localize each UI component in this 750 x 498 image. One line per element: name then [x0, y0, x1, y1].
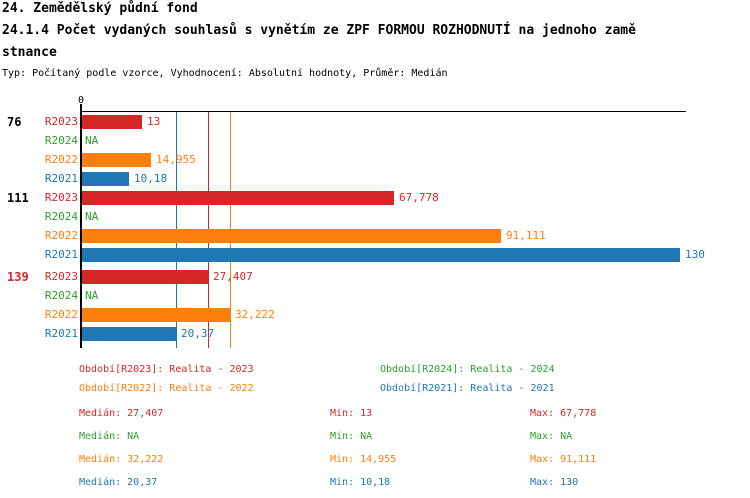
stat-min-r2023: Min: 13: [330, 408, 373, 419]
bar-value-label-r2024: NA: [85, 134, 99, 147]
legend-item-r2022: Období[R2022]: Realita - 2022: [79, 383, 254, 394]
bar-value-label-r2024: NA: [85, 210, 99, 223]
group-label-139: 139: [7, 270, 29, 284]
bar-r2022: [82, 229, 501, 243]
bar-r2023: [82, 270, 208, 284]
bar-row-label-r2023: R2023: [44, 115, 78, 128]
bar-row-label-r2021: R2021: [44, 248, 78, 261]
bar-row-label-r2024: R2024: [44, 210, 78, 223]
group-label-111: 111: [7, 191, 29, 205]
axis-zero-tick-label: 0: [77, 95, 85, 106]
bar-r2021: [82, 327, 176, 341]
bar-row-label-r2021: R2021: [44, 327, 78, 340]
bar-value-label-r2021: 10,18: [134, 172, 168, 185]
stat-median-r2023: Medián: 27,407: [79, 408, 164, 419]
report-subtitle: Typ: Počítaný podle vzorce, Vyhodnocení:…: [2, 68, 448, 79]
bar-r2023: [82, 191, 394, 205]
bar-value-label-r2023: 27,407: [213, 270, 253, 283]
legend-item-r2024: Období[R2024]: Realita - 2024: [380, 364, 555, 375]
bar-row-label-r2024: R2024: [44, 289, 78, 302]
bar-value-label-r2021: 20,37: [181, 327, 215, 340]
bar-r2022: [82, 153, 151, 167]
bar-value-label-r2022: 14,955: [156, 153, 196, 166]
report-title-line3: stnance: [2, 45, 57, 60]
bar-row-label-r2022: R2022: [44, 308, 78, 321]
report-title-line2: 24.1.4 Počet vydaných souhlasů s vynětím…: [2, 23, 636, 38]
stat-max-r2022: Max: 91,111: [530, 454, 597, 465]
bar-value-label-r2023: 13: [147, 115, 161, 128]
stat-min-r2024: Min: NA: [330, 431, 373, 442]
bar-row-label-r2022: R2022: [44, 229, 78, 242]
bar-row-label-r2023: R2023: [44, 270, 78, 283]
report-title-line1: 24. Zemědělský půdní fond: [2, 1, 198, 16]
bar-row-label-r2022: R2022: [44, 153, 78, 166]
bar-value-label-r2023: 67,778: [399, 191, 439, 204]
y-axis-line: [80, 104, 82, 348]
group-label-76: 76: [7, 115, 22, 129]
bar-r2022: [82, 308, 230, 322]
bar-value-label-r2021: 130: [685, 248, 705, 261]
x-axis-line: [80, 111, 686, 112]
stat-median-r2021: Medián: 20,37: [79, 477, 158, 488]
stat-median-r2024: Medián: NA: [79, 431, 140, 442]
bar-row-label-r2023: R2023: [44, 191, 78, 204]
legend-item-r2021: Období[R2021]: Realita - 2021: [380, 383, 555, 394]
bar-value-label-r2024: NA: [85, 289, 99, 302]
bar-row-label-r2024: R2024: [44, 134, 78, 147]
stat-min-r2021: Min: 10,18: [330, 477, 391, 488]
bar-r2023: [82, 115, 142, 129]
legend-item-r2023: Období[R2023]: Realita - 2023: [79, 364, 254, 375]
bar-value-label-r2022: 91,111: [506, 229, 546, 242]
stat-max-r2021: Max: 130: [530, 477, 579, 488]
bar-r2021: [82, 172, 129, 186]
stat-max-r2024: Max: NA: [530, 431, 573, 442]
stat-max-r2023: Max: 67,778: [530, 408, 597, 419]
stat-median-r2022: Medián: 32,222: [79, 454, 164, 465]
bar-value-label-r2022: 32,222: [235, 308, 275, 321]
bar-row-label-r2021: R2021: [44, 172, 78, 185]
stat-min-r2022: Min: 14,955: [330, 454, 397, 465]
bar-r2021: [82, 248, 680, 262]
